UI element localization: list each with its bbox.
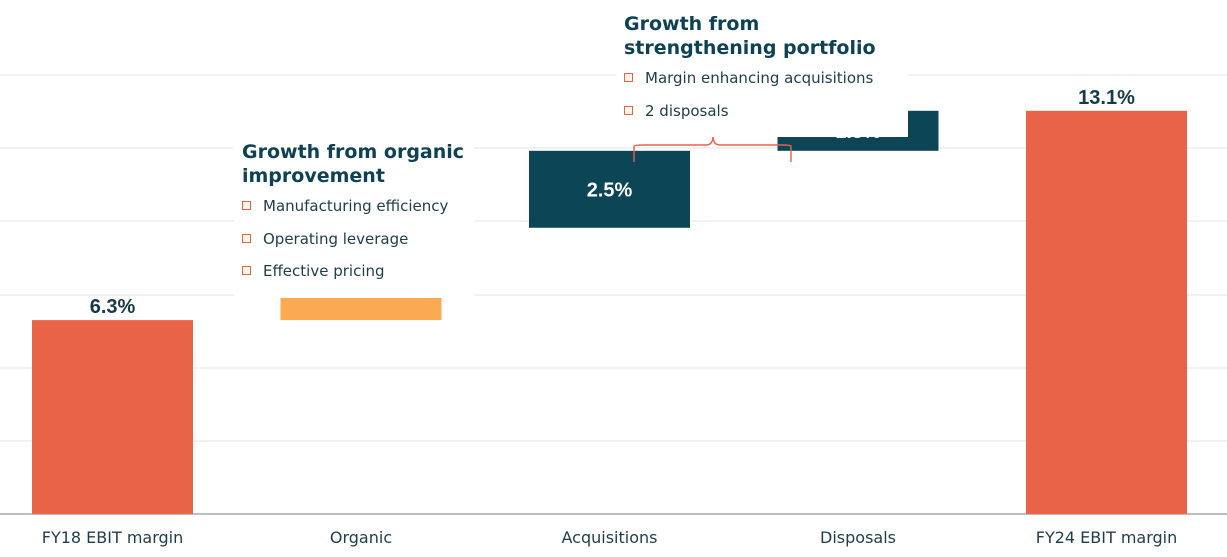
category-labels: FY18 EBIT margin Organic Acquisitions Dispo… [42,528,1178,547]
value-label: 13.1% [1078,87,1135,109]
portfolio-title-line1: Growth from [624,13,760,35]
bars [32,110,1187,514]
square-bullet-icon [242,201,251,210]
bar-fy24-ebit-margin [1026,110,1187,514]
portfolio-bullet-list: Margin enhancing acquisitions 2 disposal… [624,68,876,133]
category-label: FY18 EBIT margin [42,528,184,547]
organic-annotation-title: Growth from organic improvement [242,140,464,188]
value-label: 2.5% [587,179,633,201]
value-label: 6.3% [90,296,136,318]
organic-title-line1: Growth from organic [242,141,465,163]
organic-bullet-text: Effective pricing [263,262,385,280]
category-label: Disposals [820,528,896,547]
portfolio-bullet-item: Margin enhancing acquisitions [624,68,876,101]
bar-fy18-ebit-margin [32,320,193,514]
square-bullet-icon [242,266,251,275]
portfolio-bullet-text: Margin enhancing acquisitions [645,69,874,87]
category-label: Organic [330,528,392,547]
square-bullet-icon [624,105,633,115]
square-bullet-icon [242,233,251,243]
portfolio-annotation-title: Growth from strengthening portfolio [624,12,876,60]
organic-bullet-item: Manufacturing efficiency [242,196,464,229]
square-bullet-icon [624,73,633,82]
organic-annotation: Growth from organic improvement Manufact… [234,140,475,298]
bar-acquisitions [529,150,690,228]
portfolio-title-line2: strengthening portfolio [624,37,876,59]
portfolio-bullet-text: 2 disposals [645,101,729,120]
portfolio-annotation: Growth from strengthening portfolio Marg… [616,12,908,137]
category-label: Acquisitions [562,528,658,547]
organic-bullet-text: Operating leverage [263,229,409,248]
organic-bullet-item: Effective pricing [242,261,464,294]
portfolio-bullet-item: 2 disposals [624,101,876,134]
organic-bullet-item: Operating leverage [242,229,464,262]
organic-bullet-text: Manufacturing efficiency [263,197,449,215]
organic-bullet-list: Manufacturing efficiency Operating lever… [242,196,464,294]
gridlines [0,74,1227,515]
category-label: FY24 EBIT margin [1036,528,1178,547]
organic-title-line2: improvement [242,165,385,187]
